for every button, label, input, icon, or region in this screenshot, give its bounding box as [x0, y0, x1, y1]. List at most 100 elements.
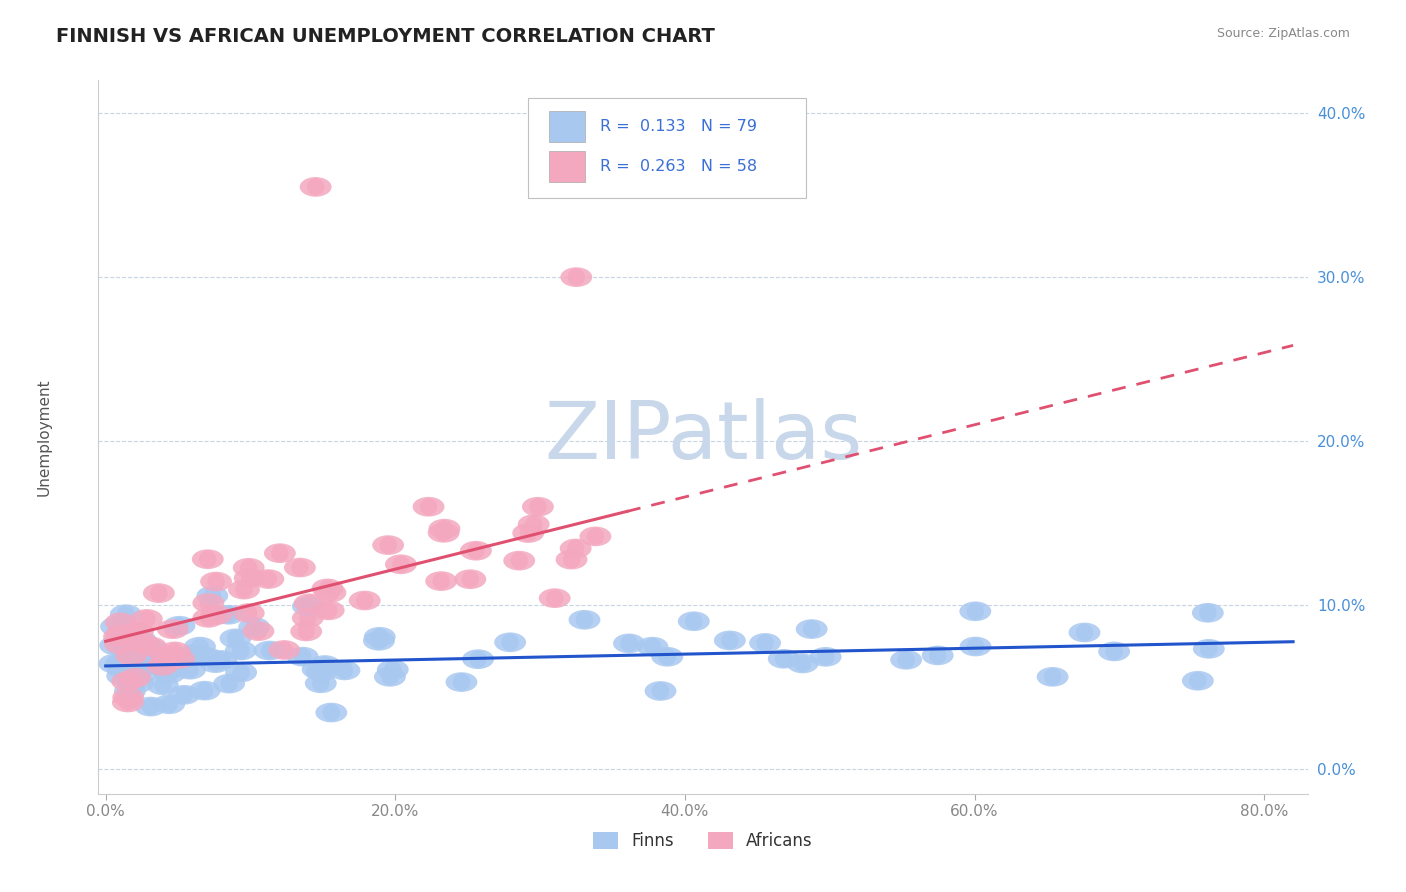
Point	[433, 525, 456, 540]
Ellipse shape	[538, 589, 571, 608]
Point	[544, 591, 567, 606]
Text: R =  0.133   N = 79: R = 0.133 N = 79	[600, 119, 758, 134]
Point	[173, 688, 195, 702]
Point	[104, 639, 127, 653]
Ellipse shape	[568, 610, 600, 630]
Ellipse shape	[163, 649, 195, 669]
Point	[418, 500, 440, 514]
Point	[273, 643, 295, 657]
Point	[118, 684, 141, 698]
Ellipse shape	[302, 659, 333, 679]
Ellipse shape	[312, 579, 343, 599]
Ellipse shape	[128, 635, 160, 655]
Ellipse shape	[290, 622, 322, 641]
Ellipse shape	[122, 673, 153, 693]
Point	[247, 624, 270, 639]
Ellipse shape	[269, 640, 299, 660]
Ellipse shape	[522, 497, 554, 516]
Point	[121, 650, 143, 665]
Point	[195, 649, 218, 664]
Point	[132, 665, 155, 679]
Ellipse shape	[225, 640, 257, 660]
Ellipse shape	[264, 543, 295, 563]
Ellipse shape	[115, 646, 148, 665]
Ellipse shape	[188, 681, 221, 700]
Ellipse shape	[446, 673, 478, 692]
Point	[1042, 670, 1064, 684]
Ellipse shape	[135, 640, 167, 659]
Point	[257, 572, 280, 586]
Ellipse shape	[117, 648, 148, 667]
Point	[118, 652, 141, 666]
Point	[291, 649, 314, 664]
Ellipse shape	[1036, 667, 1069, 687]
Point	[179, 663, 201, 677]
Point	[224, 632, 246, 646]
Ellipse shape	[768, 649, 800, 669]
Ellipse shape	[429, 519, 460, 539]
Ellipse shape	[1192, 603, 1223, 623]
Ellipse shape	[114, 681, 146, 701]
Ellipse shape	[890, 650, 922, 670]
Ellipse shape	[329, 661, 360, 681]
Ellipse shape	[118, 658, 149, 679]
Ellipse shape	[103, 627, 135, 647]
Point	[617, 636, 640, 650]
Ellipse shape	[107, 666, 138, 686]
Point	[111, 662, 134, 676]
Point	[1198, 641, 1220, 656]
Point	[583, 529, 606, 543]
Ellipse shape	[233, 568, 266, 588]
Point	[159, 652, 181, 666]
Point	[110, 627, 132, 641]
Ellipse shape	[233, 558, 264, 578]
Ellipse shape	[787, 654, 818, 673]
Ellipse shape	[1192, 639, 1225, 658]
Ellipse shape	[364, 627, 395, 647]
Legend: Finns, Africans: Finns, Africans	[586, 825, 820, 857]
Point	[103, 657, 125, 671]
Point	[229, 665, 252, 680]
Ellipse shape	[149, 646, 181, 665]
Point	[184, 647, 207, 661]
Ellipse shape	[678, 611, 710, 632]
Point	[574, 613, 596, 627]
Point	[378, 670, 401, 684]
Point	[792, 657, 814, 671]
Point	[259, 643, 281, 657]
Ellipse shape	[425, 571, 457, 591]
Point	[205, 608, 228, 623]
Ellipse shape	[315, 582, 346, 603]
Ellipse shape	[219, 629, 252, 648]
Ellipse shape	[146, 656, 179, 675]
Ellipse shape	[922, 646, 953, 665]
Ellipse shape	[112, 693, 143, 713]
FancyBboxPatch shape	[550, 111, 585, 142]
Point	[508, 554, 530, 568]
Point	[148, 586, 170, 600]
Point	[269, 546, 291, 560]
Point	[319, 586, 342, 600]
Ellipse shape	[110, 605, 142, 624]
Ellipse shape	[412, 497, 444, 516]
Point	[127, 624, 149, 639]
Point	[523, 517, 546, 532]
Point	[316, 582, 339, 596]
Ellipse shape	[191, 549, 224, 569]
Point	[458, 572, 481, 586]
Point	[297, 599, 319, 614]
Point	[297, 611, 319, 625]
Ellipse shape	[1182, 671, 1213, 690]
Ellipse shape	[104, 634, 136, 654]
Point	[110, 615, 132, 630]
Ellipse shape	[214, 673, 245, 693]
FancyBboxPatch shape	[527, 98, 806, 198]
Ellipse shape	[131, 609, 163, 629]
Point	[288, 560, 311, 574]
Point	[156, 664, 179, 678]
Point	[205, 574, 228, 589]
Point	[499, 635, 522, 649]
Point	[108, 637, 131, 651]
Point	[132, 636, 155, 650]
Point	[150, 650, 173, 665]
